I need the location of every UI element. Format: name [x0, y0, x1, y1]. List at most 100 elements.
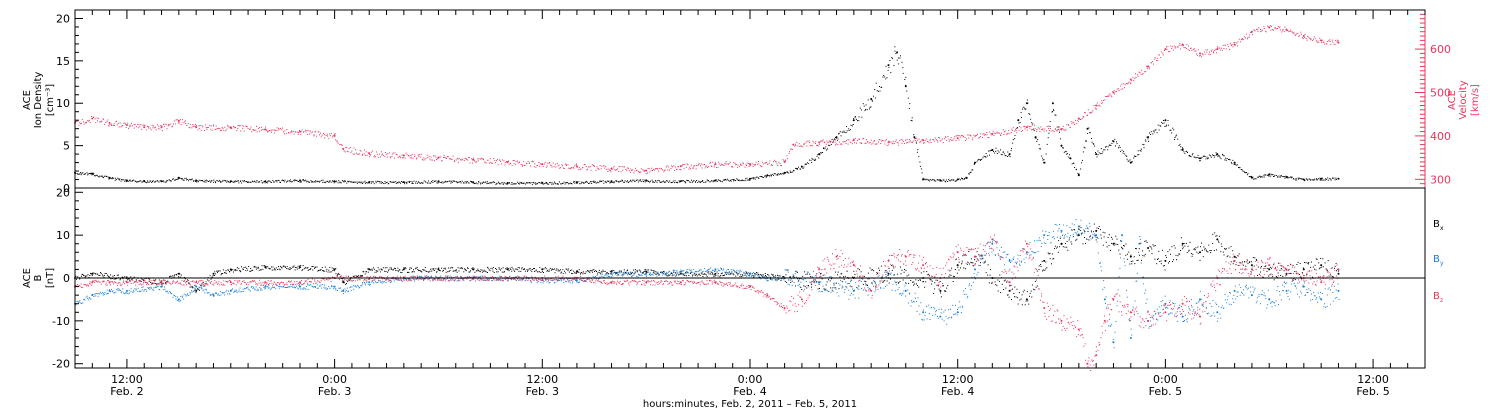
fill-point	[600, 168, 602, 170]
fill-point	[457, 181, 459, 183]
fill-point	[872, 142, 874, 144]
fill-point	[1144, 139, 1146, 141]
fill-point	[844, 131, 846, 133]
fill-point	[835, 282, 837, 284]
fill-point	[136, 181, 138, 183]
fill-point	[721, 164, 723, 165]
fill-point	[943, 179, 945, 181]
fill-point	[261, 265, 263, 267]
fill-point	[446, 181, 448, 182]
fill-point	[473, 268, 475, 270]
fill-point	[527, 269, 529, 271]
fill-point	[636, 180, 638, 181]
fill-point	[348, 290, 349, 292]
fill-point	[1234, 256, 1236, 258]
fill-point	[531, 182, 533, 184]
fill-point	[1141, 259, 1142, 261]
fill-point	[1308, 263, 1309, 265]
fill-point	[609, 182, 611, 184]
fill-point	[429, 158, 431, 160]
fill-point	[688, 168, 690, 170]
fill-point	[189, 291, 191, 293]
fill-point	[994, 132, 996, 134]
fill-point	[1210, 252, 1212, 254]
fill-point	[674, 169, 676, 171]
fill-point	[481, 158, 483, 160]
fill-point	[447, 271, 449, 273]
fill-point	[1220, 243, 1222, 245]
fill-point	[1030, 126, 1032, 127]
fill-point	[1174, 47, 1176, 49]
fill-point	[122, 288, 124, 290]
fill-point	[351, 280, 353, 282]
fill-point	[1330, 275, 1332, 277]
data-point	[610, 180, 613, 183]
fill-point	[595, 182, 597, 184]
fill-point	[361, 275, 363, 277]
fill-point	[764, 162, 766, 164]
fill-point	[590, 169, 592, 171]
fill-point	[789, 151, 790, 153]
fill-point	[886, 144, 888, 146]
fill-point	[333, 270, 335, 272]
fill-point	[1282, 275, 1284, 277]
fill-point	[462, 182, 464, 184]
fill-point	[354, 153, 356, 155]
fill-point	[1074, 229, 1076, 231]
fill-point	[560, 183, 562, 185]
fill-point	[508, 270, 510, 272]
fill-point	[224, 272, 226, 274]
fill-point	[733, 180, 734, 182]
fill-point	[634, 269, 636, 271]
fill-point	[461, 268, 463, 270]
fill-point	[154, 283, 156, 284]
fill-point	[640, 171, 642, 173]
fill-point	[317, 181, 319, 183]
fill-point	[1246, 174, 1248, 176]
fill-point	[390, 181, 392, 183]
fill-point	[189, 127, 191, 129]
fill-point	[928, 273, 930, 275]
fill-point	[186, 279, 188, 281]
fill-point	[339, 182, 341, 184]
fill-point	[1225, 157, 1227, 159]
fill-point	[178, 276, 179, 278]
fill-point	[313, 286, 315, 288]
fill-point	[468, 271, 470, 273]
fill-point	[1190, 47, 1191, 49]
fill-point	[148, 125, 150, 127]
fill-point	[91, 116, 93, 117]
fill-point	[792, 144, 794, 146]
fill-point	[541, 182, 543, 184]
fill-point	[143, 124, 145, 126]
fill-point	[640, 179, 642, 181]
fill-point	[1170, 45, 1172, 47]
fill-point	[649, 272, 651, 274]
fill-point	[1239, 167, 1241, 169]
fill-point	[186, 125, 188, 126]
fill-point	[412, 183, 414, 184]
fill-point	[378, 181, 380, 182]
fill-point	[1266, 270, 1268, 272]
fill-point	[283, 265, 285, 267]
fill-point	[355, 275, 357, 277]
fill-point	[900, 273, 902, 275]
fill-point	[209, 275, 211, 277]
fill-point	[555, 183, 557, 185]
fill-point	[1013, 293, 1015, 294]
fill-point	[155, 283, 157, 285]
fill-point	[1047, 137, 1049, 139]
fill-point	[1260, 267, 1262, 269]
fill-point	[1256, 28, 1257, 30]
fill-point	[1300, 276, 1302, 278]
fill-point	[988, 150, 990, 152]
fill-point	[116, 288, 118, 290]
fill-point	[898, 57, 900, 59]
fill-point	[1124, 153, 1126, 155]
fill-point	[800, 145, 802, 147]
fill-point	[819, 154, 821, 156]
fill-point	[276, 127, 278, 129]
fill-point	[203, 289, 205, 291]
data-point	[1129, 337, 1132, 339]
fill-point	[592, 269, 594, 271]
